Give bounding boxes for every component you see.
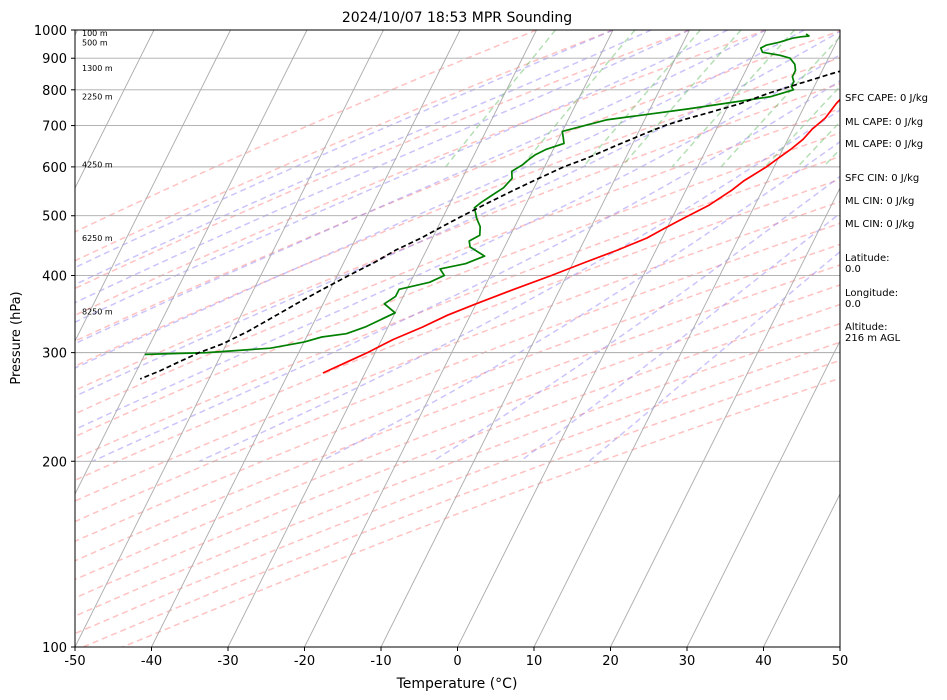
- latitude-note: Latitude: 0.0: [845, 253, 890, 275]
- ml-cape-note-2: ML CAPE: 0 J/kg: [845, 139, 924, 150]
- isotherm-line: [533, 33, 840, 647]
- isotherm-line: [75, 30, 384, 647]
- dry-adiabat-line: [75, 82, 840, 392]
- series-line: [139, 70, 840, 380]
- background-reference-lines: [0, 30, 840, 647]
- sfc-cin-note: SFC CIN: 0 J/kg: [845, 173, 920, 184]
- x-tick-label: -40: [141, 654, 162, 669]
- sounding-traces: [139, 33, 840, 380]
- moist-adiabat-line: [519, 212, 840, 462]
- isotherm-line: [0, 30, 1, 647]
- moist-adiabat-line: [92, 79, 840, 462]
- isotherm-line: [610, 186, 840, 647]
- series-line: [322, 98, 840, 374]
- isotherm-line: [457, 30, 767, 647]
- isotherm-line: [380, 30, 690, 647]
- height-label: 100 m: [82, 29, 108, 38]
- axes: -50 -40 -30 -20 -10 0 10 20 30 40 50 100 200 300 400 50…: [34, 24, 848, 669]
- x-tick-label: -20: [294, 654, 315, 669]
- isotherm-line: [304, 30, 614, 647]
- moist-adiabat-line: [75, 30, 840, 398]
- x-tick-label: -10: [370, 654, 391, 669]
- dry-adiabat-line: [75, 155, 840, 460]
- dry-adiabat-line: [75, 30, 767, 317]
- dry-adiabat-line: [75, 222, 840, 523]
- moist-adiabat-line: [588, 250, 840, 462]
- y-tick-label: 600: [42, 161, 67, 176]
- dry-adiabat-line: [75, 178, 840, 482]
- height-label: 500 m: [82, 38, 108, 47]
- y-tick-label: 100: [42, 641, 67, 656]
- moist-adiabat-line: [75, 53, 840, 431]
- dry-adiabat-line: [75, 107, 840, 415]
- isotherm-line: [686, 339, 840, 647]
- x-tick-label: 10: [526, 654, 543, 669]
- y-tick-label: 500: [42, 210, 67, 225]
- y-tick-label: 400: [42, 270, 67, 285]
- moist-adiabat-line: [198, 108, 840, 462]
- dry-adiabat-line: [75, 200, 840, 502]
- x-tick-label: 40: [755, 654, 772, 669]
- ml-cin-note-2: ML CIN: 0 J/kg: [845, 219, 915, 230]
- dry-adiabat-line: [75, 322, 840, 617]
- longitude-note: Longitude: 0.0: [845, 288, 899, 310]
- dry-adiabat-line: [75, 56, 840, 367]
- height-label: 8250 m: [82, 307, 113, 316]
- y-axis-label: Pressure (hPa): [9, 291, 24, 384]
- height-label: 6250 m: [82, 234, 113, 243]
- dry-adiabat-line: [75, 341, 840, 635]
- x-tick-label: 20: [602, 654, 619, 669]
- isotherm-line: [151, 30, 461, 647]
- y-tick-label: 700: [42, 120, 67, 135]
- x-tick-label: 30: [679, 654, 696, 669]
- x-tick-label: -50: [64, 654, 85, 669]
- ml-cape-note: ML CAPE: 0 J/kg: [845, 117, 924, 128]
- isotherm-line: [75, 30, 231, 343]
- mixing-ratio-line: [520, 30, 636, 168]
- dry-adiabat-line: [75, 264, 840, 562]
- ml-cin-note: ML CIN: 0 J/kg: [845, 196, 915, 207]
- dry-adiabat-line: [75, 303, 840, 599]
- mixing-ratio-line: [797, 120, 840, 168]
- dry-adiabat-line: [82, 359, 840, 647]
- isotherm-line: [227, 30, 537, 647]
- moist-adiabat-line: [432, 175, 840, 462]
- dry-adiabat-line: [75, 30, 690, 290]
- mixing-ratio-line: [582, 30, 701, 168]
- dry-adiabat-line: [75, 284, 840, 581]
- sfc-cape-note: SFC CAPE: 0 J/kg: [845, 93, 928, 104]
- dry-adiabat-line: [75, 30, 537, 233]
- height-label: 4250 m: [82, 161, 113, 170]
- y-tick-label: 1000: [34, 24, 67, 39]
- isotherm-line: [75, 30, 308, 496]
- x-tick-label: 0: [453, 654, 461, 669]
- height-label: 1300 m: [82, 64, 113, 73]
- moist-adiabat-line: [75, 30, 767, 345]
- y-tick-label: 200: [42, 455, 67, 470]
- isotherm-line: [75, 30, 155, 190]
- mixing-ratio-line: [445, 30, 556, 168]
- y-tick-label: 800: [42, 84, 67, 99]
- series-line: [144, 33, 810, 356]
- dry-adiabat-line: [75, 30, 840, 342]
- mixing-ratio-line: [671, 30, 796, 168]
- altitude-note: Altitude: 216 m AGL: [845, 322, 901, 344]
- dry-adiabat-line: [75, 243, 840, 543]
- x-axis-label: Temperature (°C): [396, 676, 518, 692]
- dry-adiabat-line: [75, 132, 840, 438]
- y-tick-label: 900: [42, 52, 67, 67]
- height-label: 2250 m: [82, 93, 113, 102]
- x-tick-label: -30: [217, 654, 238, 669]
- chart-title: 2024/10/07 18:53 MPR Sounding: [342, 10, 572, 26]
- isotherm-line: [763, 492, 840, 647]
- x-tick-label: 50: [832, 654, 849, 669]
- y-tick-label: 300: [42, 347, 67, 362]
- mixing-ratio-line: [620, 30, 742, 168]
